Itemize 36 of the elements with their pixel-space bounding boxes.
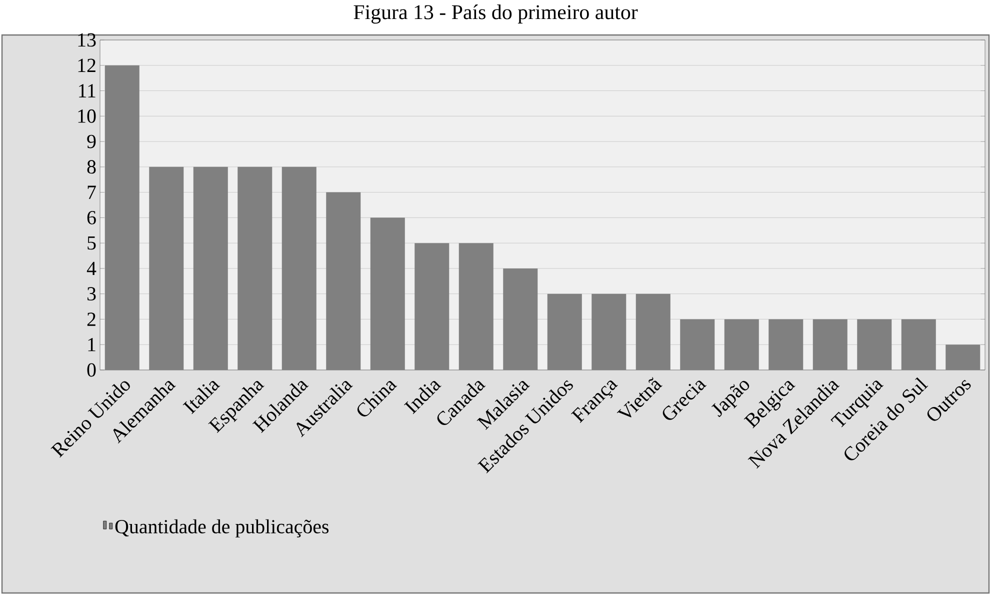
y-tick-label: 4 bbox=[86, 262, 96, 276]
chart-title: Figura 13 - País do primeiro autor bbox=[354, 4, 638, 24]
y-tick-label: 11 bbox=[79, 84, 96, 98]
y-tick-label: 12 bbox=[78, 58, 96, 72]
y-tick-label: 10 bbox=[78, 109, 96, 123]
y-tick-label: 8 bbox=[87, 160, 96, 174]
y-tick-label: 1 bbox=[88, 338, 96, 352]
bar bbox=[149, 166, 184, 370]
bar bbox=[547, 294, 582, 370]
bar bbox=[946, 344, 980, 370]
bar bbox=[193, 166, 228, 370]
y-tick-label: 0 bbox=[87, 363, 96, 377]
y-tick-label: 7 bbox=[88, 186, 96, 199]
y-tick-label: 5 bbox=[88, 236, 96, 250]
y-tick-label: 3 bbox=[87, 287, 96, 301]
bar bbox=[680, 319, 715, 370]
bar bbox=[458, 243, 494, 370]
bar bbox=[414, 243, 450, 370]
y-tick-label: 2 bbox=[87, 312, 96, 326]
y-tick-label: 9 bbox=[87, 134, 96, 148]
bar bbox=[326, 192, 361, 370]
bar bbox=[592, 294, 626, 370]
bar bbox=[636, 294, 670, 370]
y-tick-label: 13 bbox=[78, 33, 96, 47]
bar bbox=[901, 319, 936, 370]
bar bbox=[238, 166, 272, 370]
bar bbox=[282, 166, 316, 370]
bar bbox=[768, 319, 804, 370]
bar bbox=[503, 268, 538, 370]
bar bbox=[724, 319, 759, 370]
bar bbox=[857, 319, 892, 370]
bar bbox=[370, 218, 405, 370]
legend-label: Quantidade de publicações bbox=[115, 519, 329, 538]
bar bbox=[104, 65, 140, 370]
bar bbox=[812, 319, 848, 370]
y-tick-label: 6 bbox=[87, 210, 96, 224]
